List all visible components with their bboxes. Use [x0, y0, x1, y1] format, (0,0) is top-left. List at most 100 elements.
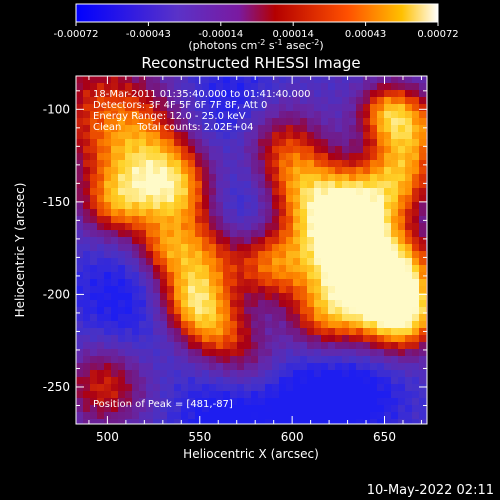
heatmap-cell [104, 90, 112, 98]
heatmap-cell [419, 209, 427, 217]
heatmap-cell [216, 377, 224, 385]
heatmap-cell [286, 181, 294, 189]
heatmap-cell [405, 391, 413, 399]
heatmap-cell [293, 314, 301, 322]
heatmap-cell [104, 118, 112, 126]
heatmap-cell [202, 174, 210, 182]
heatmap-cell [419, 265, 427, 273]
heatmap-cell [342, 293, 350, 301]
heatmap-cell [125, 251, 133, 259]
heatmap-cell [349, 300, 357, 308]
heatmap-cell [321, 125, 329, 133]
heatmap-cell [104, 202, 112, 210]
heatmap-cell [342, 391, 350, 399]
heatmap-cell [342, 139, 350, 147]
heatmap-cell [230, 76, 238, 84]
heatmap-cell [188, 328, 196, 336]
heatmap-cell [328, 377, 336, 385]
heatmap-cell [300, 76, 308, 84]
heatmap-cell [195, 356, 203, 364]
heatmap-cell [209, 335, 217, 343]
heatmap-cell [419, 216, 427, 224]
heatmap-cell [307, 286, 315, 294]
heatmap-cell [279, 146, 287, 154]
heatmap-cell [391, 307, 399, 315]
heatmap-cell [293, 76, 301, 84]
heatmap-cell [111, 279, 119, 287]
heatmap-cell [90, 76, 98, 84]
heatmap-cell [391, 216, 399, 224]
colorbar-ticks: -0.00072 -0.00043 -0.00014 0.00014 0.00043 0.… [54, 22, 459, 40]
heatmap-cell [153, 314, 161, 322]
heatmap-cell [328, 363, 336, 371]
heatmap-cell [83, 328, 91, 336]
heatmap-cell [272, 356, 280, 364]
heatmap-cell [335, 370, 343, 378]
heatmap-cell [209, 146, 217, 154]
heatmap-cell [384, 314, 392, 322]
heatmap-cell [307, 293, 315, 301]
heatmap-cell [356, 237, 364, 245]
heatmap-cell [188, 265, 196, 273]
heatmap-cell [300, 160, 308, 168]
heatmap-cell [363, 83, 371, 91]
heatmap-cell [363, 265, 371, 273]
heatmap-cell [139, 181, 147, 189]
heatmap-cell [405, 118, 413, 126]
heatmap-cell [125, 314, 133, 322]
heatmap-cell [244, 342, 252, 350]
heatmap-cell [97, 76, 105, 84]
heatmap-cell [300, 398, 308, 406]
heatmap-cell [412, 300, 420, 308]
heatmap-cell [342, 153, 350, 161]
heatmap-cell [160, 349, 168, 357]
heatmap-cell [223, 125, 231, 133]
heatmap-cell [209, 188, 217, 196]
heatmap-cell [160, 153, 168, 161]
heatmap-cell [195, 377, 203, 385]
heatmap-cell [293, 328, 301, 336]
heatmap-cell [286, 83, 294, 91]
heatmap-cell [293, 167, 301, 175]
heatmap-cell [111, 307, 119, 315]
heatmap-cell [377, 356, 385, 364]
heatmap-cell [90, 300, 98, 308]
heatmap-cell [405, 188, 413, 196]
heatmap-cell [139, 356, 147, 364]
heatmap-cell [377, 167, 385, 175]
heatmap-cell [377, 209, 385, 217]
heatmap-cell [384, 405, 392, 413]
heatmap-cell [293, 90, 301, 98]
heatmap-cell [286, 328, 294, 336]
heatmap-cell [97, 412, 105, 420]
heatmap-cell [90, 286, 98, 294]
heatmap-cell [181, 265, 189, 273]
heatmap-cell [321, 139, 329, 147]
heatmap-cell [125, 349, 133, 357]
heatmap-cell [111, 391, 119, 399]
heatmap-cell [90, 370, 98, 378]
heatmap-cell [370, 307, 378, 315]
heatmap-cell [265, 209, 273, 217]
heatmap-cell [405, 342, 413, 350]
heatmap-cell [209, 153, 217, 161]
heatmap-cell [265, 139, 273, 147]
heatmap-cell [139, 419, 147, 424]
heatmap-cell [202, 356, 210, 364]
heatmap-cell [188, 321, 196, 329]
heatmap-cell [153, 195, 161, 203]
heatmap-cell [223, 412, 231, 420]
heatmap-cell [349, 377, 357, 385]
heatmap-cell [174, 216, 182, 224]
heatmap-cell [349, 293, 357, 301]
heatmap-cell [398, 328, 406, 336]
heatmap-cell [300, 90, 308, 98]
heatmap-cell [209, 181, 217, 189]
heatmap-cell [209, 104, 217, 112]
heatmap-cell [209, 307, 217, 315]
heatmap-cell [335, 209, 343, 217]
heatmap-cell [202, 132, 210, 140]
heatmap-cell [412, 244, 420, 252]
heatmap-cell [216, 405, 224, 413]
heatmap-cell [160, 265, 168, 273]
